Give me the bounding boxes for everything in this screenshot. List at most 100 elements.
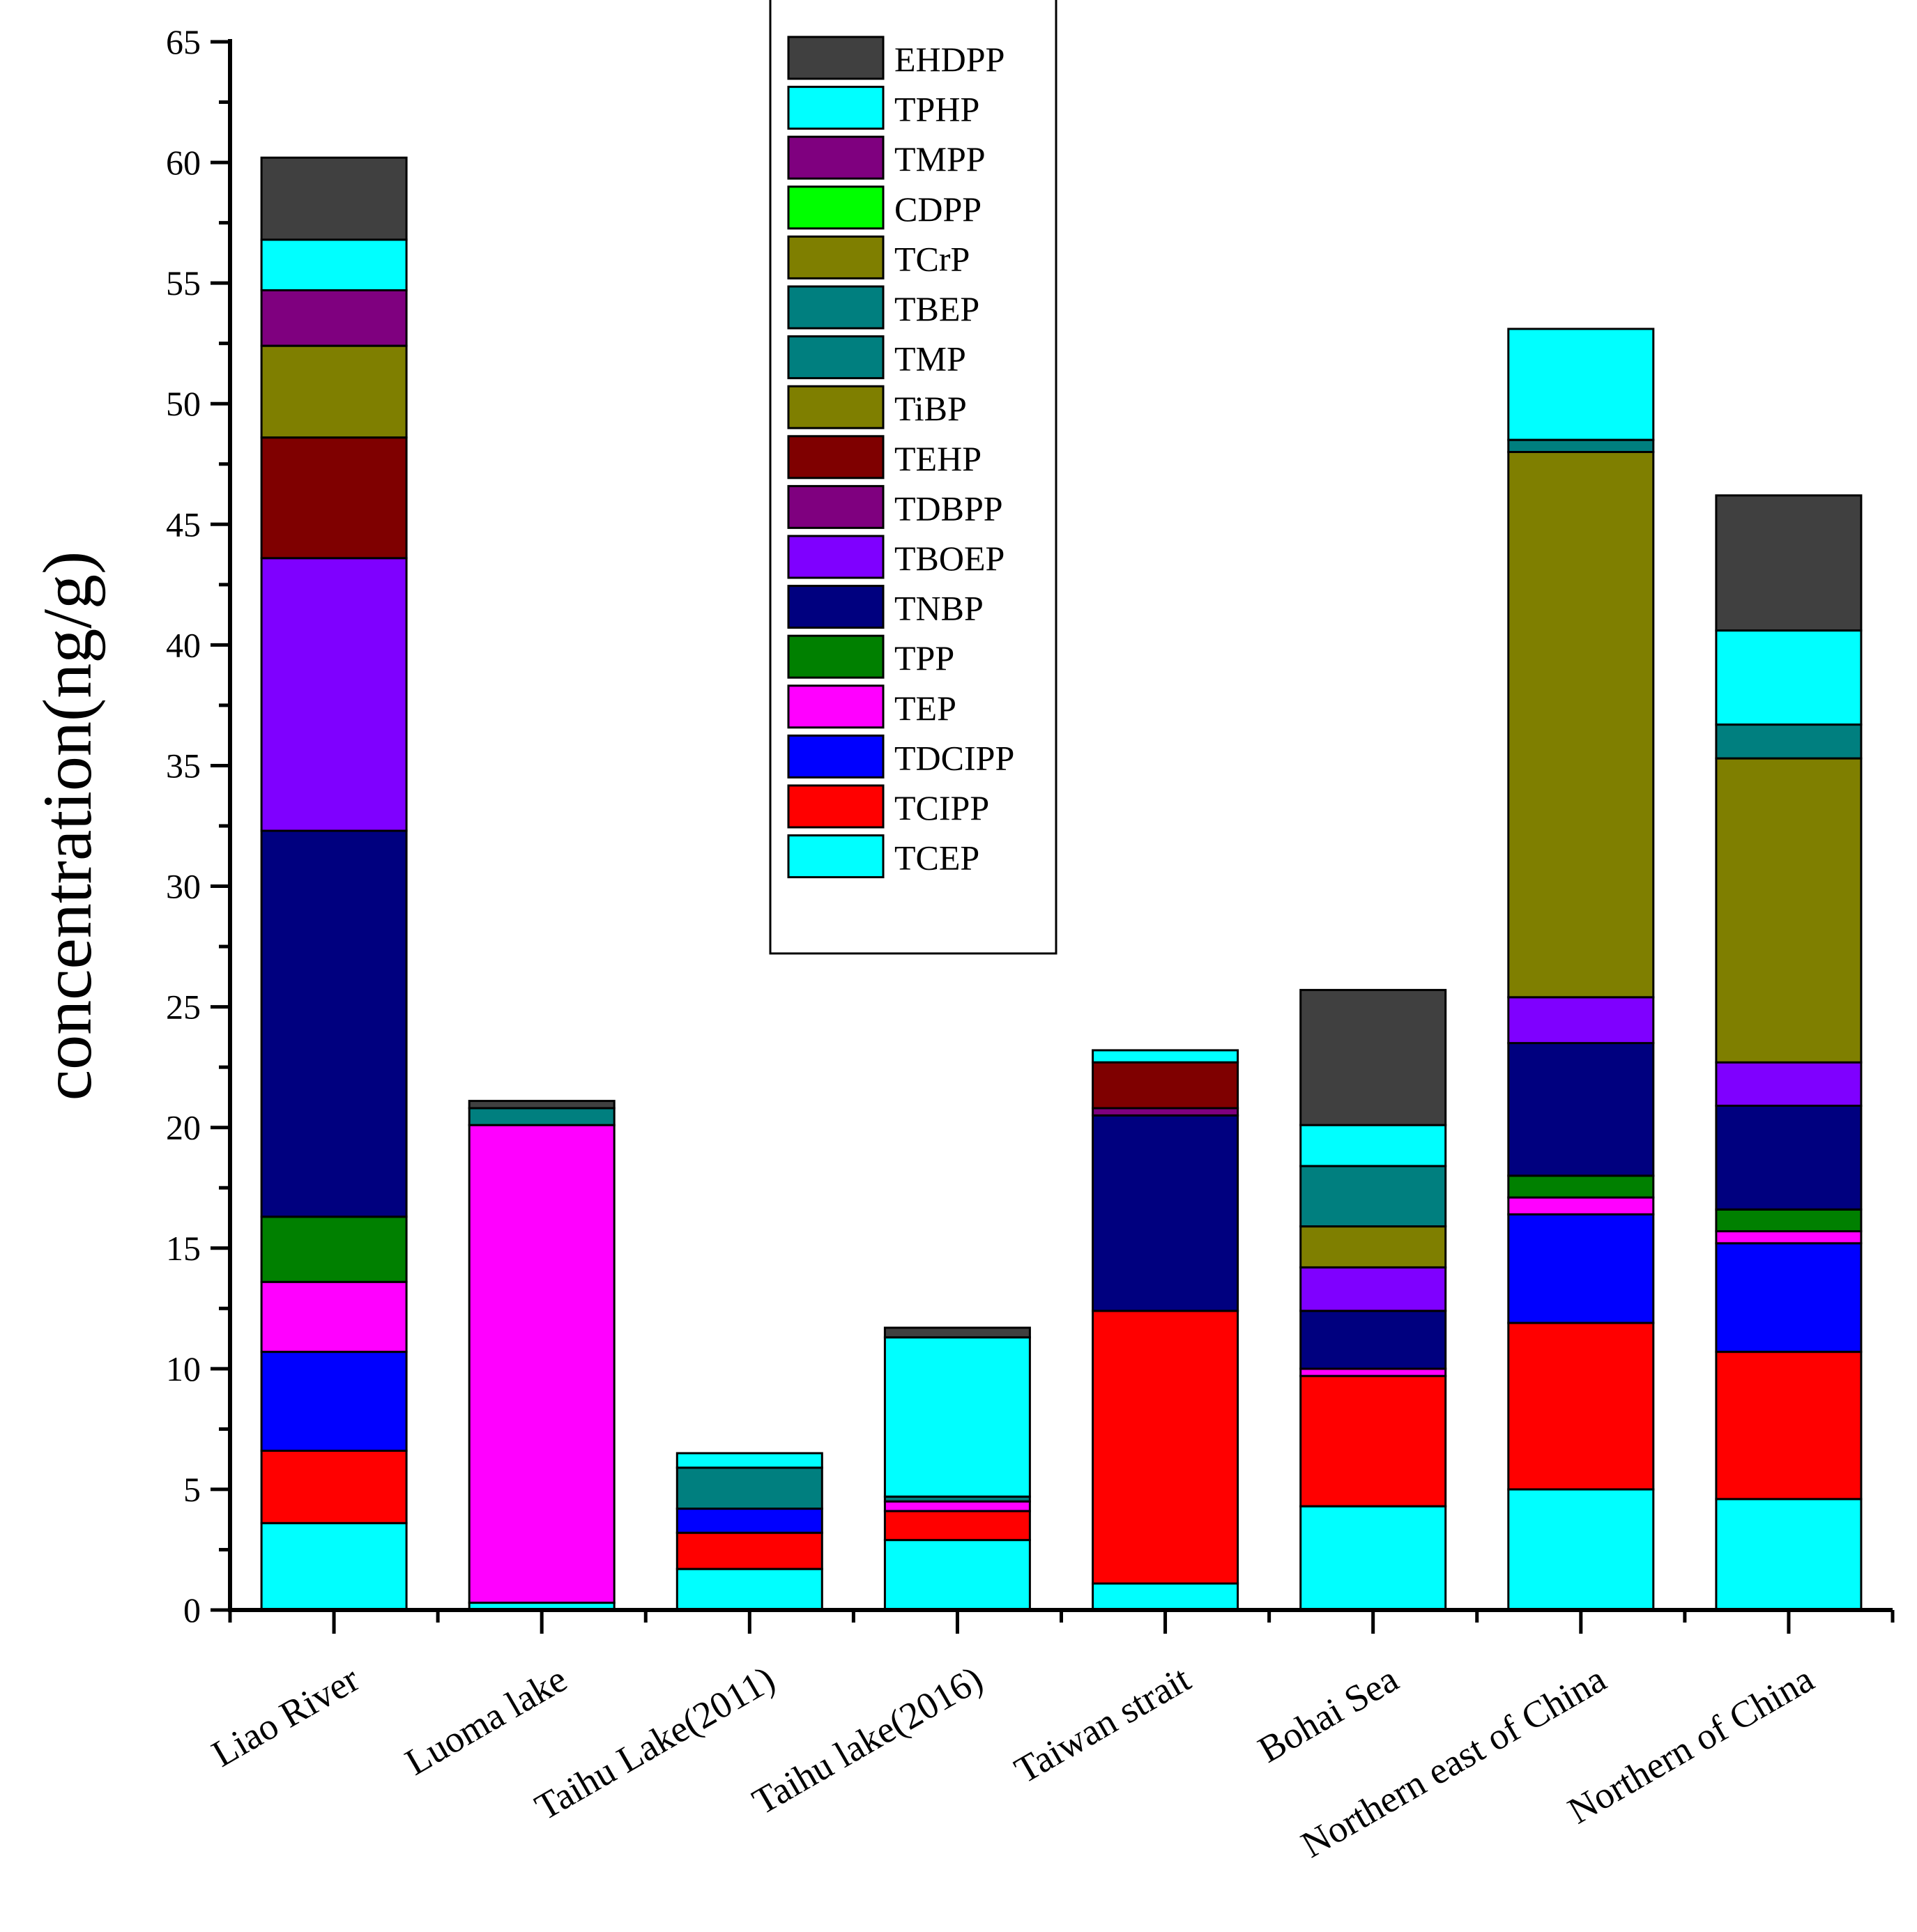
bars-layer [260, 156, 1863, 1611]
bar-segment-tehp-4 [1092, 1061, 1239, 1110]
x-tick-label: Luoma lake [398, 1657, 574, 1783]
y-tick-label: 35 [166, 746, 201, 785]
legend-label-tdbpp: TDBPP [894, 489, 1003, 528]
bar-segment-tcep-4 [1092, 1582, 1239, 1611]
y-tick-label: 20 [166, 1108, 201, 1147]
bar-segment-tphp-2 [675, 1452, 823, 1469]
legend-swatch-tcep [787, 834, 885, 879]
legend-swatch-tibp [787, 385, 885, 429]
bar-segment-tnbp-4 [1092, 1114, 1239, 1312]
y-tick-label: 45 [166, 505, 201, 544]
y-tick-label: 25 [166, 988, 201, 1027]
legend-label-tmp: TMP [894, 339, 966, 378]
y-tick-label: 60 [166, 143, 201, 182]
legend-swatch-tnbp [787, 585, 885, 629]
y-tick-label: 30 [166, 867, 201, 906]
bar-segment-tphp-4 [1092, 1049, 1239, 1064]
bar-segment-tcipp-2 [675, 1531, 823, 1570]
bar-segment-tbep-1 [468, 1107, 616, 1126]
bar-segment-tcep-0 [260, 1521, 408, 1611]
legend-swatch-ehdpp [787, 36, 885, 80]
legend-swatch-tbep [787, 285, 885, 330]
bar-segment-tmpp-0 [260, 289, 408, 347]
legend-swatch-tcrp [787, 235, 885, 279]
legend-swatch-tphp [787, 86, 885, 130]
x-tick-label: Bohai Sea [1251, 1657, 1405, 1770]
bar-segment-tpp-6 [1507, 1174, 1655, 1199]
bar-segment-tcipp-3 [883, 1510, 1031, 1542]
bar-segment-tcipp-5 [1299, 1374, 1447, 1508]
legend-label-tbep: TBEP [894, 289, 979, 328]
bar-segment-tpp-0 [260, 1216, 408, 1283]
bar-segment-tphp-6 [1507, 328, 1655, 441]
y-tick-label: 55 [166, 263, 201, 302]
y-tick-label: 40 [166, 625, 201, 664]
bar-segment-ehdpp-1 [468, 1100, 616, 1110]
legend-swatch-tboep [787, 535, 885, 579]
legend-swatch-cdpp [787, 185, 885, 230]
bar-segment-tdcipp-2 [675, 1508, 823, 1534]
legend-label-tpp: TPP [894, 638, 954, 677]
bar-segment-ehdpp-5 [1299, 988, 1447, 1126]
x-tick-label: Taihu lake(2016) [745, 1657, 989, 1823]
bar-segment-tcep-5 [1299, 1505, 1447, 1611]
legend-label-tmpp: TMPP [894, 139, 986, 178]
legend-label-tcep: TCEP [894, 838, 979, 877]
bar-segment-tcep-2 [675, 1567, 823, 1611]
legend-label-tdcipp: TDCIPP [894, 738, 1014, 777]
bar-segment-tbep-6 [1507, 438, 1655, 454]
bar-segment-tphp-0 [260, 238, 408, 291]
y-tick-label: 15 [166, 1229, 201, 1268]
legend-label-tibp: TiBP [894, 389, 967, 428]
legend-label-ehdpp: EHDPP [894, 40, 1005, 79]
legend-swatch-tpp [787, 634, 885, 679]
legend-swatch-tcipp [787, 784, 885, 829]
bar-segment-tcep-3 [883, 1539, 1031, 1611]
bar-segment-tboep-5 [1299, 1266, 1447, 1312]
bar-segment-tbep-2 [675, 1466, 823, 1510]
legend-swatch-tep [787, 684, 885, 729]
bar-segment-tep-1 [468, 1124, 616, 1604]
x-tick-label: Liao River [205, 1657, 366, 1774]
y-tick-label: 0 [183, 1590, 201, 1630]
legend: EHDPP TPHP TMPP CDPP TCrP TBEP TMP TiBP TEHP TDBP… [769, 0, 1057, 955]
bar-segment-tboep-6 [1507, 996, 1655, 1045]
y-tick-label: 65 [166, 22, 201, 61]
x-tick-label: Taiwan strait [1007, 1657, 1197, 1791]
bar-segment-tdcipp-7 [1715, 1242, 1863, 1354]
bar-segment-tibp-7 [1715, 757, 1863, 1064]
bar-segment-tcipp-6 [1507, 1321, 1655, 1491]
bar-segment-ehdpp-7 [1715, 494, 1863, 632]
bar-segment-tep-6 [1507, 1196, 1655, 1216]
legend-swatch-tmpp [787, 135, 885, 180]
bar-segment-tep-3 [883, 1500, 1031, 1512]
bar-segment-tibp-0 [260, 344, 408, 439]
bar-segment-tehp-0 [260, 436, 408, 560]
bar-segment-tcipp-0 [260, 1450, 408, 1524]
bar-segment-tnbp-5 [1299, 1310, 1447, 1370]
bar-segment-tep-0 [260, 1280, 408, 1354]
legend-label-tnbp: TNBP [894, 589, 984, 628]
bar-segment-tnbp-6 [1507, 1042, 1655, 1177]
y-tick-label: 50 [166, 384, 201, 423]
bar-segment-tcipp-7 [1715, 1351, 1863, 1501]
bar-segment-tcep-6 [1507, 1488, 1655, 1611]
y-tick-label: 5 [183, 1470, 201, 1509]
bar-segment-tpp-7 [1715, 1208, 1863, 1233]
legend-swatch-tmp [787, 335, 885, 380]
bar-segment-tdcipp-6 [1507, 1213, 1655, 1324]
bar-segment-ehdpp-0 [260, 156, 408, 241]
legend-label-tcrp: TCrP [894, 239, 970, 278]
bar-segment-tboep-7 [1715, 1061, 1863, 1107]
legend-swatch-tdcipp [787, 734, 885, 779]
bar-segment-tdbpp-4 [1092, 1107, 1239, 1117]
legend-label-tep: TEP [894, 689, 956, 728]
bar-segment-tnbp-0 [260, 829, 408, 1218]
bar-segment-tibp-6 [1507, 451, 1655, 999]
bar-segment-tep-7 [1715, 1230, 1863, 1245]
legend-label-tphp: TPHP [894, 90, 979, 129]
bar-segment-tcep-7 [1715, 1498, 1863, 1611]
y-axis-title: concentration(ng/g) [29, 551, 106, 1101]
